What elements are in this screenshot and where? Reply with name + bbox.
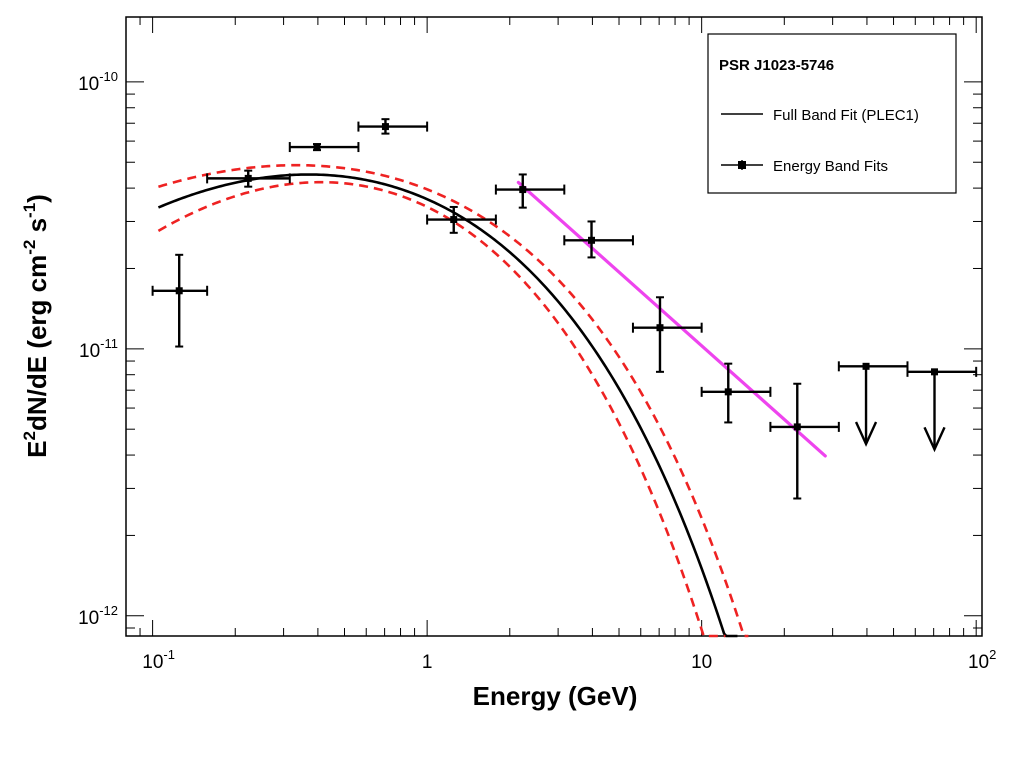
- data-point: [206, 169, 291, 188]
- y-axis-title: E2dN/dE (erg cm-2 s-1): [20, 194, 52, 458]
- y-tick-label: 10-12: [78, 603, 118, 629]
- x-tick-labels: 10-1 1 10 102: [142, 647, 996, 673]
- y-tick-label: 10-11: [79, 336, 118, 362]
- y-tick-labels: 10-12 10-11 10-10: [78, 69, 118, 629]
- plot-frame: [125, 16, 983, 637]
- legend-entry-full-band: Full Band Fit (PLEC1): [773, 107, 919, 124]
- data-point: [631, 296, 703, 373]
- data-point: [426, 205, 497, 234]
- power-law-line: [516, 180, 827, 458]
- data-point: [151, 253, 209, 348]
- data-marker: [656, 324, 664, 332]
- data-marker: [793, 423, 801, 431]
- data-point: [769, 382, 840, 500]
- x-axis-title: Energy (GeV): [473, 681, 638, 711]
- data-point: [288, 142, 360, 153]
- data-marker: [313, 143, 321, 151]
- data-marker: [519, 186, 527, 194]
- x-tick-label: 102: [968, 647, 996, 673]
- x-tick-label: 10: [691, 652, 712, 673]
- upper-limit: [837, 361, 909, 447]
- fit-curves: [157, 163, 827, 638]
- upper-limit-arrow-head: [854, 421, 878, 447]
- plec1-upper-band-curve: [158, 163, 749, 638]
- upper-limit-arrow-head: [923, 426, 946, 453]
- data-marker: [588, 236, 596, 244]
- legend-entry-energy-band: Energy Band Fits: [773, 158, 888, 175]
- x-tick-label: 1: [422, 652, 433, 673]
- data-points: [151, 118, 978, 500]
- plec1-fit-curve: [157, 173, 738, 638]
- data-marker: [450, 216, 458, 224]
- upper-limit: [906, 366, 978, 453]
- y-tick-label: 10-10: [78, 69, 118, 95]
- data-point: [700, 362, 772, 424]
- data-point: [494, 173, 566, 209]
- data-marker: [862, 362, 870, 370]
- legend: PSR J1023-5746 Full Band Fit (PLEC1) Ene…: [707, 33, 957, 194]
- x-tick-label: 10-1: [142, 647, 175, 673]
- data-point: [563, 220, 634, 259]
- plec1-lower-band-curve: [157, 180, 726, 638]
- data-marker: [175, 287, 183, 295]
- data-marker: [931, 368, 939, 376]
- data-point: [357, 118, 429, 135]
- tick-marks: [126, 17, 982, 636]
- data-marker: [724, 388, 732, 396]
- data-marker: [381, 123, 389, 131]
- data-marker: [244, 174, 252, 182]
- legend-title: PSR J1023-5746: [719, 57, 834, 74]
- legend-marker-square: [738, 161, 746, 169]
